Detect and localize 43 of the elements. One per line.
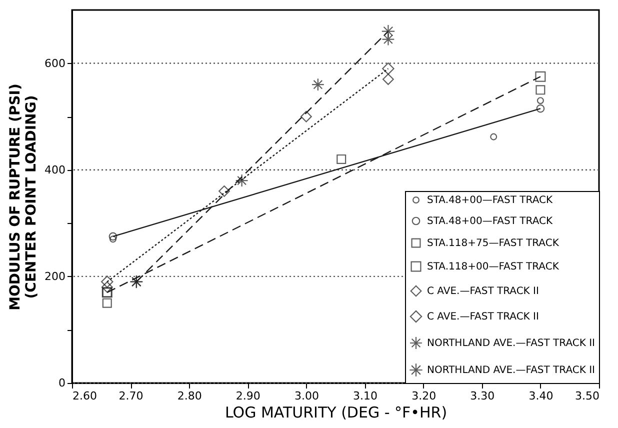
point	[381, 24, 396, 38]
point	[101, 281, 113, 293]
point	[382, 62, 394, 75]
point	[382, 74, 394, 85]
point	[382, 32, 395, 46]
y-axis-title: MODULUS OF RUPTURE (PSI) (CENTER POINT LOADING)	[8, 84, 40, 310]
y-tick-label: 200	[44, 270, 66, 283]
point	[490, 133, 498, 140]
point	[218, 185, 230, 197]
legend-label: C AVE.—FAST TRACK II	[427, 286, 539, 297]
x-axis-title: LOG MATURITY (DEG - °F•HR)	[224, 404, 448, 422]
x-tick-label: 2.80	[177, 390, 202, 402]
point	[102, 298, 112, 308]
x-tick-label: 3.50	[575, 390, 600, 402]
point	[536, 85, 546, 95]
point	[235, 174, 248, 188]
y-tick-label: 0	[58, 376, 66, 390]
x-tick-label: 3.20	[412, 390, 436, 402]
legend-label: STA.48+00—FAST TRACK	[427, 216, 553, 227]
point	[101, 276, 114, 288]
y-tick-label: 400	[44, 163, 66, 176]
x-tick-label: 3.30	[470, 390, 495, 402]
legend-label: NORTHLAND AVE.—FAST TRACK II	[427, 338, 595, 349]
point	[536, 104, 545, 113]
x-tick-label: 2.90	[236, 390, 260, 402]
point	[311, 78, 324, 92]
point	[535, 71, 546, 82]
legend-label: NORTHLAND AVE.—FAST TRACK II	[427, 365, 595, 376]
legend-label: STA.118+00—FAST TRACK	[427, 262, 560, 272]
y-tick-label: 600	[44, 56, 66, 70]
x-tick-label: 2.70	[118, 390, 144, 402]
x-tick-label: 3.10	[353, 390, 378, 402]
legend-label: STA.118+75—FAST TRACK	[427, 238, 560, 249]
point	[300, 110, 312, 122]
legend-label: STA.48+00—FAST TRACK	[427, 195, 553, 206]
point	[336, 154, 346, 164]
x-tick-label: 3.40	[528, 390, 554, 402]
x-tick-label: 2.60	[72, 390, 97, 402]
point	[536, 97, 544, 104]
point	[109, 236, 116, 243]
legend-label: C AVE.—FAST TRACK II	[427, 312, 539, 322]
point	[108, 232, 118, 241]
x-tick-label: 3.00	[294, 390, 319, 402]
